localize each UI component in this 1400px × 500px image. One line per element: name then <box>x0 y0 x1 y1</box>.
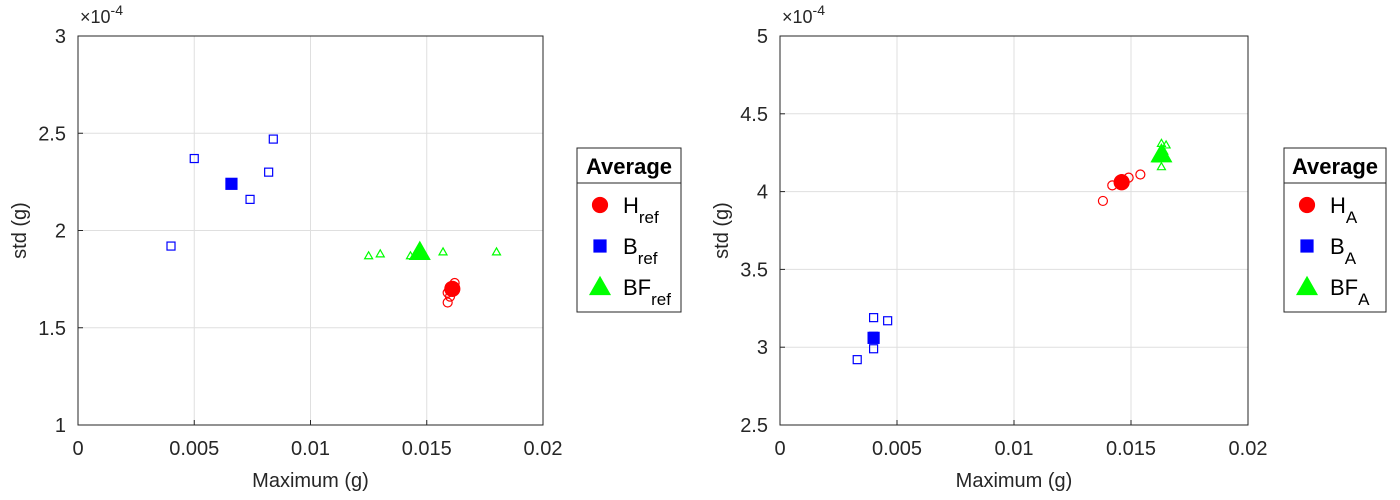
legend-marker-circle <box>1298 196 1316 214</box>
series-b-ref <box>166 134 278 251</box>
y-tick-label: 3.5 <box>740 259 768 281</box>
x-axis-label: Maximum (g) <box>956 470 1073 492</box>
x-axis-label: Maximum (g) <box>252 470 369 492</box>
x-tick-label: 0 <box>72 438 83 460</box>
data-point <box>1161 139 1172 149</box>
data-point <box>264 167 274 177</box>
y-exponent-label: ×10-4 <box>782 2 825 27</box>
series-b-a <box>852 313 893 365</box>
x-tick-label: 0.02 <box>1229 438 1268 460</box>
x-tick-label: 0.015 <box>402 438 452 460</box>
y-tick-label: 4.5 <box>740 104 768 126</box>
average-point <box>408 240 431 260</box>
legend: Average Href Bref BFref <box>576 147 682 313</box>
data-point <box>245 194 255 204</box>
chart-panel-1: 0 0.005 0.01 0.015 0.02 1 1.5 2 2.5 3 ×10-4 Maximum… <box>9 2 682 492</box>
data-point <box>1097 195 1109 207</box>
legend-box <box>1283 147 1387 313</box>
y-tick-label: 5 <box>757 26 768 48</box>
data-point <box>868 313 879 323</box>
data-point <box>883 316 893 326</box>
average-point <box>1150 143 1173 163</box>
x-tick-label: 0.015 <box>1106 438 1156 460</box>
data-point <box>442 297 453 308</box>
chart-panel-2: 0 0.005 0.01 0.015 0.02 2.5 3 3.5 4 4.5 5 ×10-4 Maxi… <box>711 2 1387 492</box>
series-h-a <box>1097 169 1146 207</box>
data-point <box>868 344 879 354</box>
x-tick-label: 0.005 <box>872 438 922 460</box>
x-tick-label: 0.02 <box>524 438 563 460</box>
data-point <box>1156 161 1167 171</box>
y-axis-label: std (g) <box>711 202 733 259</box>
x-tick-label: 0 <box>774 438 785 460</box>
average-point <box>225 177 238 190</box>
data-point <box>852 355 862 365</box>
legend-entry-label: BA <box>1330 234 1357 268</box>
data-point <box>437 246 449 256</box>
series-bf-ref <box>363 240 502 260</box>
y-tick-label: 2.5 <box>740 415 768 437</box>
data-point <box>268 134 278 144</box>
legend-marker-square <box>1300 239 1314 253</box>
data-point <box>375 248 386 258</box>
legend-title: Average <box>1292 154 1378 179</box>
legend-marker-triangle <box>1295 275 1319 296</box>
y-tick-label: 1 <box>55 415 66 437</box>
data-point <box>166 241 176 251</box>
legend: Average HA BA BFA <box>1283 147 1387 313</box>
average-point <box>444 280 461 297</box>
data-point <box>189 153 199 164</box>
legend-entry-label: HA <box>1330 193 1358 227</box>
legend-marker-triangle <box>588 275 612 296</box>
x-tick-label: 0.01 <box>995 438 1034 460</box>
y-axis-label: std (g) <box>9 202 31 259</box>
data-point <box>1135 169 1146 180</box>
legend-entry-label: BFref <box>623 275 671 309</box>
y-tick-label: 2 <box>55 221 66 243</box>
legend-box <box>576 147 682 313</box>
legend-entry-label: Bref <box>623 234 658 268</box>
average-point <box>867 331 880 344</box>
series-bf-a <box>1150 138 1173 171</box>
data-point <box>363 250 374 260</box>
y-exponent-label: ×10-4 <box>80 2 123 27</box>
data-point <box>491 246 502 256</box>
y-tick-label: 4 <box>757 182 768 204</box>
legend-entry-label: Href <box>623 193 659 227</box>
legend-marker-square <box>593 239 607 253</box>
x-tick-label: 0.005 <box>169 438 219 460</box>
y-tick-label: 2.5 <box>38 123 66 145</box>
legend-marker-circle <box>591 196 609 214</box>
average-point <box>1113 174 1130 191</box>
legend-entry-label: BFA <box>1330 275 1370 309</box>
y-tick-label: 3 <box>55 26 66 48</box>
legend-title: Average <box>586 154 672 179</box>
x-tick-label: 0.01 <box>291 438 330 460</box>
series-h-ref <box>442 277 461 308</box>
y-tick-label: 1.5 <box>38 318 66 340</box>
y-tick-label: 3 <box>757 337 768 359</box>
